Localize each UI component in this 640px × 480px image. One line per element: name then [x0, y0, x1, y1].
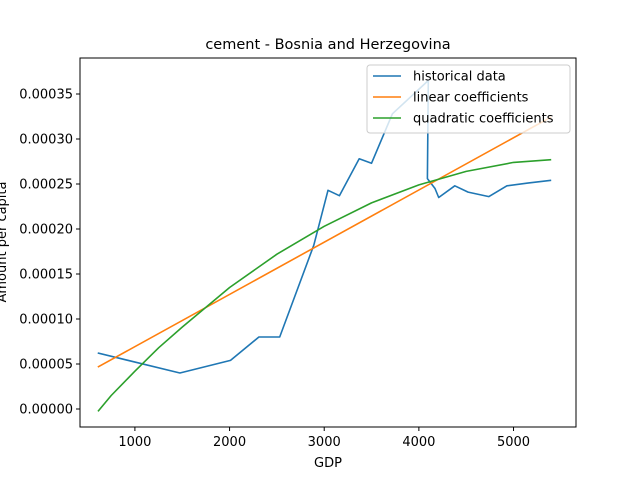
series-line-2 — [97, 116, 552, 368]
y-tick-label: 0.00025 — [19, 178, 73, 193]
series-line-3 — [97, 158, 552, 412]
chart-title: cement - Bosnia and Herzegovina — [205, 37, 450, 53]
y-axis: 0.00000 0.00005 0.00010 0.00015 0.00020 0.000… — [19, 88, 80, 418]
plot-area-frame — [79, 57, 577, 428]
x-tick-label: 2000 — [213, 435, 246, 450]
legend-label-2: linear coefficients — [413, 91, 529, 106]
x-tick-label: 1000 — [118, 435, 151, 450]
y-tick-label: 0.00020 — [19, 223, 73, 238]
x-tick-label: 4000 — [402, 435, 435, 450]
x-axis: 1000 2000 3000 4000 5000 — [118, 427, 530, 450]
y-tick-label: 0.00000 — [19, 403, 73, 418]
y-tick-label: 0.00030 — [19, 133, 73, 148]
x-axis-title: GDP — [314, 456, 342, 471]
legend-label-3: quadratic coefficients — [413, 112, 554, 127]
y-tick-label: 0.00035 — [19, 88, 73, 103]
legend-box — [366, 64, 571, 134]
x-tick-label: 3000 — [308, 435, 341, 450]
y-tick-label: 0.00015 — [19, 268, 73, 283]
x-tick-label: 5000 — [497, 435, 530, 450]
legend: historical data linear coefficients quadra… — [366, 64, 571, 134]
y-axis-title: Amount per capita — [0, 182, 10, 303]
y-tick-label: 0.00010 — [19, 313, 73, 328]
legend-label-1: historical data — [413, 70, 506, 85]
y-tick-label: 0.00005 — [19, 358, 73, 373]
